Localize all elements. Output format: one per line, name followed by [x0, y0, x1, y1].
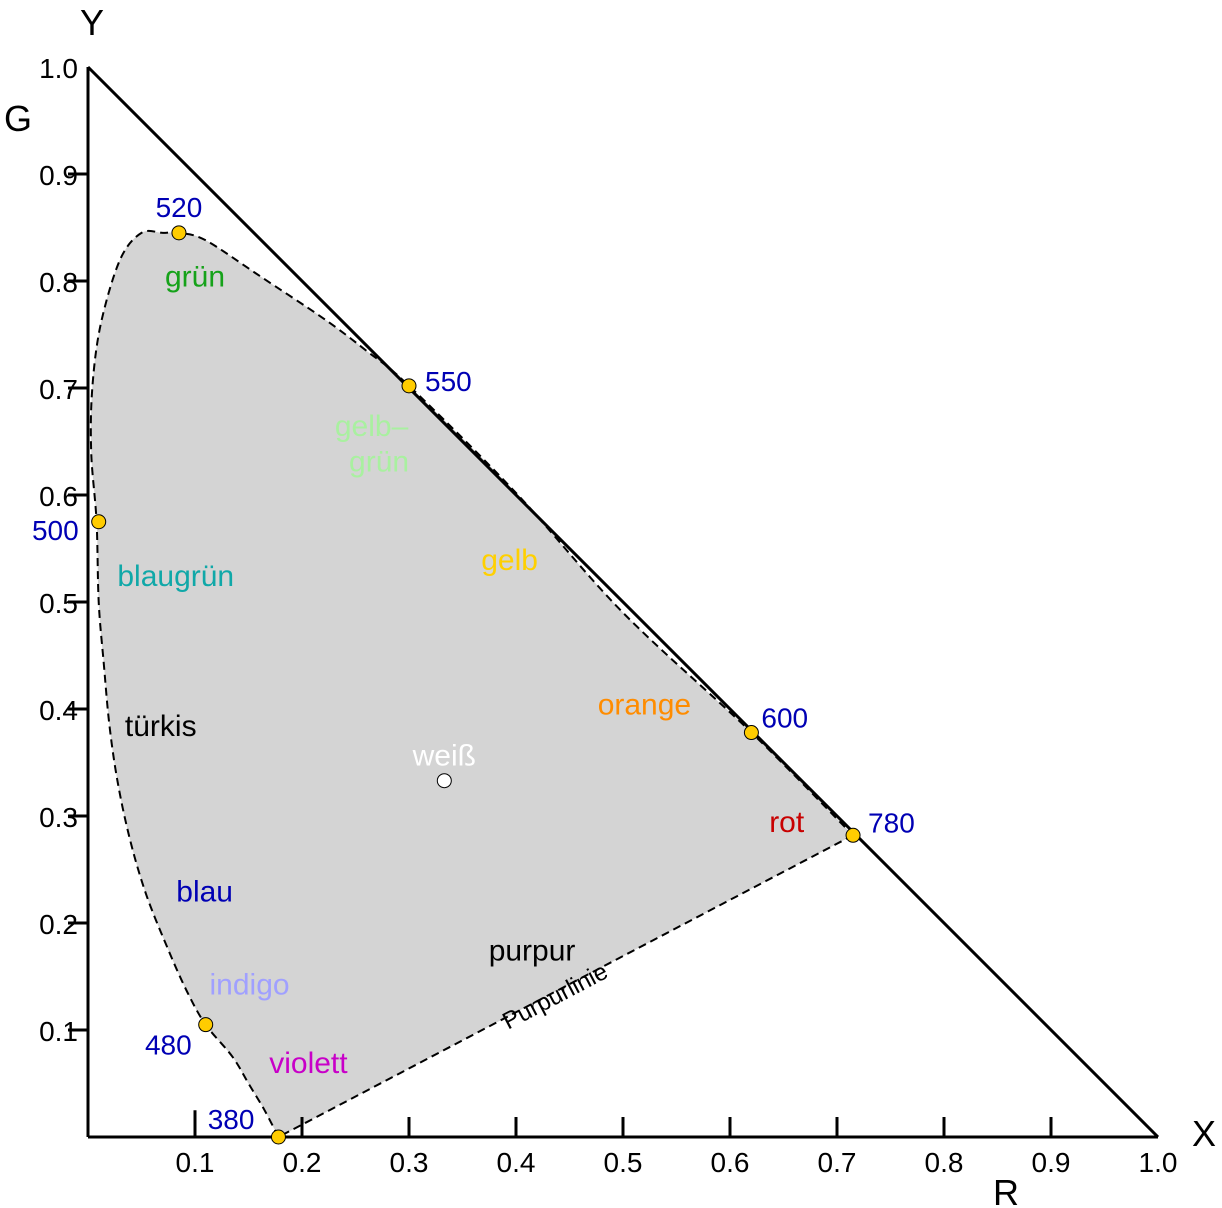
purple-line — [277, 834, 854, 1138]
color-region-label: türkis — [125, 710, 197, 743]
y-tick-label: 0.1 — [39, 1016, 78, 1047]
y-tick-label: 1.0 — [39, 53, 78, 84]
wavelength-label: 480 — [145, 1030, 192, 1061]
x-axis-letter: X — [1192, 1113, 1216, 1154]
g-axis-letter: G — [4, 98, 32, 139]
color-region-label: orange — [598, 688, 691, 721]
gamut-area — [90, 230, 853, 1137]
wavelength-label: 600 — [761, 703, 808, 734]
y-tick-label: 0.8 — [39, 267, 78, 298]
wavelength-label: 550 — [425, 366, 472, 397]
y-tick-label: 0.5 — [39, 588, 78, 619]
wavelength-marker — [270, 1129, 286, 1145]
wavelength-marker — [743, 725, 759, 741]
color-region-label: indigo — [210, 969, 290, 1002]
x-tick-label: 1.0 — [1139, 1147, 1178, 1178]
wavelength-label: 780 — [868, 807, 915, 838]
y-tick-label: 0.6 — [39, 481, 78, 512]
y-tick-label: 0.7 — [39, 374, 78, 405]
x-axis-ticks: 0.1 0.2 0.3 0.4 0.5 0.6 0.7 0.8 0.9 1.0 — [176, 1117, 1178, 1178]
x-tick-label: 0.4 — [497, 1147, 536, 1178]
x-tick-label: 0.9 — [1032, 1147, 1071, 1178]
color-region-label: purpur — [489, 934, 576, 967]
y-tick-label: 0.9 — [39, 160, 78, 191]
color-region-label: blaugrün — [117, 560, 234, 593]
wavelength-marker — [198, 1017, 214, 1033]
wavelength-label: 520 — [156, 192, 203, 223]
white-point-label: weiß — [412, 740, 476, 773]
x-tick-label: 0.1 — [176, 1147, 215, 1178]
wavelength-label: 500 — [32, 515, 79, 546]
color-region-label: grün — [165, 260, 225, 293]
color-region-label: grün — [349, 445, 409, 478]
wavelength-marker — [171, 225, 187, 241]
r-axis-letter: R — [993, 1172, 1019, 1208]
wavelength-marker — [401, 378, 417, 394]
x-tick-label: 0.7 — [818, 1147, 857, 1178]
y-axis-letter: Y — [80, 2, 104, 43]
white-point-marker — [436, 773, 452, 789]
color-region-label: gelb — [481, 544, 538, 577]
x-tick-label: 0.6 — [711, 1147, 750, 1178]
x-tick-label: 0.3 — [390, 1147, 429, 1178]
color-region-label: gelb– — [335, 410, 409, 443]
wavelength-marker — [91, 514, 107, 530]
color-region-label: violett — [269, 1047, 348, 1080]
x-tick-label: 0.2 — [283, 1147, 322, 1178]
x-tick-label: 0.5 — [604, 1147, 643, 1178]
x-tick-label: 0.8 — [925, 1147, 964, 1178]
spectral-locus-line — [89, 229, 854, 1138]
y-tick-label: 0.2 — [39, 909, 78, 940]
color-region-label: rot — [769, 806, 805, 839]
boundary-diagonal — [86, 65, 1160, 1139]
y-tick-label: 0.3 — [39, 802, 78, 833]
color-region-label: blau — [176, 876, 233, 909]
wavelength-points: 520 550 500 600 780 480 380 — [32, 192, 915, 1145]
wavelength-marker — [845, 827, 861, 843]
y-tick-label: 0.4 — [39, 695, 78, 726]
y-axis-ticks: 0.1 0.2 0.3 0.4 0.5 0.6 0.7 0.8 0.9 1.0 — [39, 53, 88, 1047]
wavelength-label: 380 — [208, 1104, 255, 1135]
